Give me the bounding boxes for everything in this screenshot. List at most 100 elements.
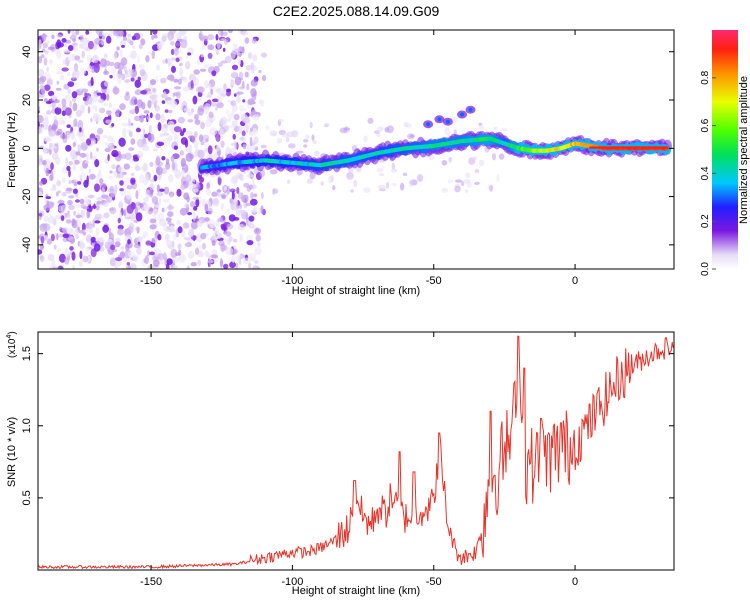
heatmap-cell: [191, 108, 194, 113]
heatmap-cell: [306, 178, 313, 185]
heatmap-cell: [492, 153, 496, 161]
heatmap-cell: [182, 127, 186, 133]
heatmap-cell: [193, 188, 199, 193]
heatmap-cell: [46, 40, 50, 45]
heatmap-cell: [463, 179, 471, 184]
heatmap-cell: [151, 50, 155, 60]
heatmap-cell: [170, 57, 176, 61]
heatmap-cell: [62, 227, 69, 233]
heatmap-cell: [231, 176, 239, 183]
heatmap-cell: [119, 180, 124, 186]
heatmap-cell: [250, 88, 257, 97]
heatmap-cell: [177, 116, 185, 124]
heatmap-cell: [248, 262, 252, 269]
heatmap-cell: [72, 188, 78, 194]
heatmap-cell: [108, 227, 112, 237]
heatmap-cell: [168, 203, 172, 211]
heatmap-cell: [251, 67, 255, 74]
heatmap-cell: [223, 125, 230, 130]
heatmap-cell: [230, 72, 239, 79]
heatmap-cell: [143, 197, 149, 203]
heatmap-cell: [238, 260, 242, 265]
heatmap-cell: [70, 238, 74, 243]
heatmap-cell: [82, 231, 87, 236]
heatmap-cell: [91, 205, 97, 209]
heatmap-cell: [194, 113, 199, 120]
heatmap-cell: [124, 152, 132, 160]
heatmap-cell: [106, 239, 113, 243]
heatmap-cell: [234, 76, 242, 86]
heatmap-cell: [226, 88, 231, 93]
heatmap-cell: [246, 145, 250, 151]
heatmap-cell: [111, 164, 117, 170]
heatmap-cell: [220, 223, 226, 229]
snr-frame: [37, 331, 675, 571]
heatmap-cell: [79, 239, 84, 250]
heatmap-cell: [113, 85, 118, 95]
heatmap-cell: [77, 181, 82, 185]
heatmap-cell: [139, 116, 144, 123]
heatmap-cell: [150, 79, 156, 86]
heatmap-cell: [94, 213, 103, 219]
heatmap-cell: [73, 44, 79, 53]
heatmap-cell: [38, 212, 43, 217]
heatmap-cell: [399, 182, 405, 191]
heatmap-cell: [239, 135, 247, 143]
heatmap-cell: [164, 234, 170, 239]
heatmap-cell: [171, 240, 175, 247]
heatmap-cell: [207, 52, 213, 60]
heatmap-cell: [108, 176, 113, 180]
heatmap-cell: [168, 35, 172, 42]
heatmap-cell: [295, 150, 304, 154]
heatmap-cell: [100, 58, 107, 68]
heatmap-cell: [253, 184, 257, 189]
heatmap-cell: [110, 66, 117, 76]
heatmap-cell: [92, 54, 99, 64]
heatmap-cell: [478, 159, 485, 167]
colorbar-ticks: 0.0 0.2 0.4 0.6 0.8: [700, 70, 716, 276]
heatmap-cell: [97, 31, 105, 37]
heatmap-cell: [223, 263, 229, 269]
heatmap-cell: [38, 249, 43, 255]
heatmap-cell: [203, 103, 211, 110]
heatmap-cell: [454, 185, 461, 193]
heatmap-cell: [242, 125, 249, 131]
heatmap-cell: [187, 119, 194, 123]
heatmap-cell: [93, 112, 99, 122]
heatmap-cell: [311, 134, 315, 141]
heatmap-cell: [468, 107, 473, 112]
heatmap-cell: [242, 143, 247, 149]
heatmap-cell: [67, 199, 73, 206]
heatmap-cell: [182, 76, 188, 83]
heatmap-cell: [130, 122, 134, 126]
heatmap-cell: [47, 215, 56, 224]
heatmap-cell: [51, 146, 54, 152]
heatmap-cell: [247, 52, 253, 60]
heatmap-cell: [151, 34, 154, 41]
heatmap-cell: [204, 250, 209, 257]
heatmap-cell: [204, 203, 209, 212]
heatmap-cell: [152, 259, 160, 268]
heatmap-cell: [46, 110, 52, 115]
heatmap-cell: [94, 183, 100, 193]
heatmap-cell: [55, 156, 61, 165]
heatmap-cell: [119, 103, 126, 111]
heatmap-cell: [200, 121, 206, 130]
heatmap-cell: [59, 227, 63, 232]
heatmap-cell: [134, 79, 142, 89]
heatmap-cell: [47, 77, 53, 85]
heatmap-cell: [125, 264, 129, 269]
heatmap-cell: [105, 197, 110, 204]
heatmap-cell: [227, 118, 232, 122]
heatmap-cell: [232, 133, 236, 140]
heatmap-cell: [185, 55, 189, 59]
heatmap-cell: [460, 181, 465, 187]
heatmap-cell: [156, 64, 160, 71]
heatmap-cell: [218, 174, 224, 179]
heatmap-cell: [391, 168, 398, 173]
heatmap-cell: [261, 74, 267, 82]
heatmap-cell: [498, 153, 505, 160]
snr-multiplier: (x104): [6, 331, 18, 358]
heatmap-cell: [73, 118, 78, 127]
heatmap-cell: [48, 90, 55, 97]
